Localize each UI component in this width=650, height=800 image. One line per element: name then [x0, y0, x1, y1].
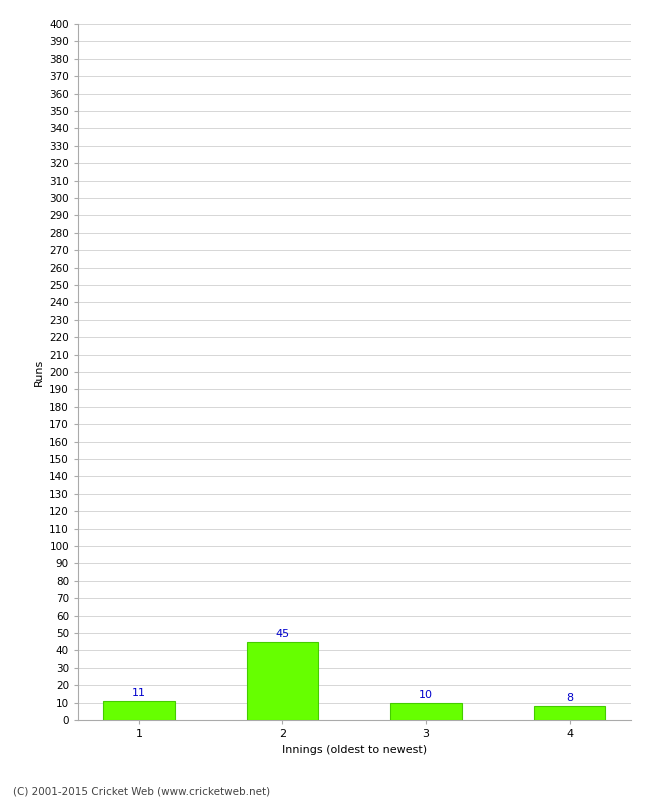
X-axis label: Innings (oldest to newest): Innings (oldest to newest): [281, 745, 427, 754]
Text: 10: 10: [419, 690, 433, 700]
Text: 8: 8: [566, 694, 573, 703]
Bar: [390, 702, 462, 720]
Text: 45: 45: [276, 629, 289, 639]
Bar: [534, 706, 605, 720]
Bar: [246, 642, 318, 720]
Y-axis label: Runs: Runs: [34, 358, 44, 386]
Text: (C) 2001-2015 Cricket Web (www.cricketweb.net): (C) 2001-2015 Cricket Web (www.cricketwe…: [13, 786, 270, 796]
Bar: [103, 701, 175, 720]
Text: 11: 11: [132, 688, 146, 698]
